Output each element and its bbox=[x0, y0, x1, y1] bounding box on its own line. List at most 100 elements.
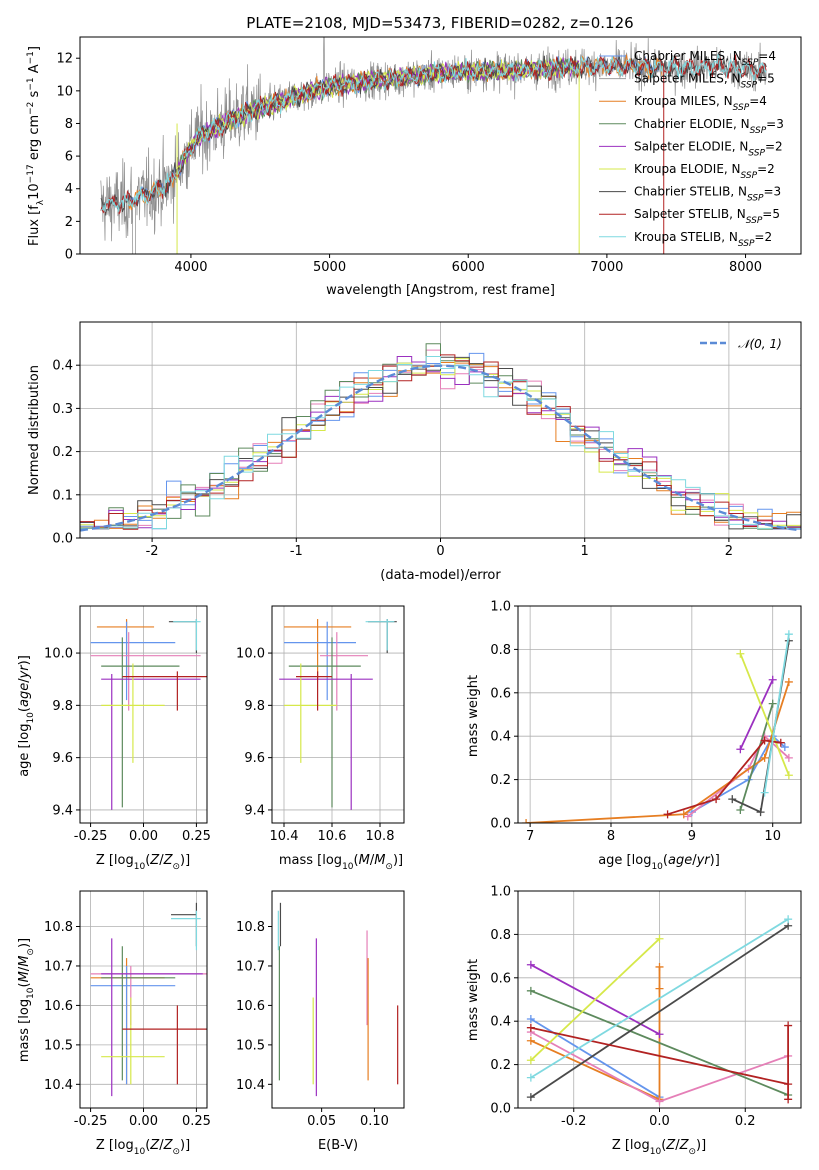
x-axis-label: wavelength [Angstrom, rest frame] bbox=[326, 283, 555, 298]
weight-marker-kroupa_miles bbox=[655, 984, 664, 993]
y-axis-label: mass [log10(M/M⊙)] bbox=[17, 938, 36, 1062]
y-tick-label: 10.0 bbox=[236, 647, 265, 662]
weight-marker-salpeter_miles_alt bbox=[655, 1097, 664, 1106]
x-tick-label: 9 bbox=[688, 829, 696, 844]
weight-marker-kroupa_miles bbox=[760, 753, 769, 762]
y-tick-label: 9.8 bbox=[52, 699, 73, 714]
weight-line-salpeter_elodie bbox=[739, 679, 774, 750]
legend-label: Chabrier MILES, NSSP=4 bbox=[634, 49, 776, 68]
histogram-kroupa_stelib bbox=[80, 356, 801, 530]
x-tick-label: 7000 bbox=[590, 260, 623, 275]
x-tick-label: 0.00 bbox=[129, 1114, 158, 1129]
legend-label: Kroupa STELIB, NSSP=2 bbox=[634, 230, 772, 249]
y-tick-label: 9.4 bbox=[52, 803, 73, 818]
y-tick-label: 0.2 bbox=[490, 773, 511, 788]
axes-age_vs_Z: -0.25 0.00 0.25 9.4 9.6 9.8 10.0 Z [log10(Z/Z⊙)… bbox=[17, 605, 211, 872]
weight-marker-kroupa_miles bbox=[655, 962, 664, 971]
y-tick-label: 0.3 bbox=[52, 402, 73, 417]
x-tick-label: 8 bbox=[607, 829, 615, 844]
y-tick-label: 0.4 bbox=[490, 730, 511, 745]
axes-spectrum: 4000 5000 6000 7000 8000 0 2 4 6 8 10 12 Chabrier MI… bbox=[26, 36, 802, 298]
y-tick-label: 0.6 bbox=[490, 686, 511, 701]
y-tick-label: 10.5 bbox=[236, 1038, 265, 1053]
legend-label: Chabrier ELODIE, NSSP=3 bbox=[634, 117, 784, 136]
weight-marker-salpeter_stelib bbox=[784, 1095, 793, 1104]
x-axis-label: age [log10(age/yr)] bbox=[598, 853, 720, 872]
y-tick-label: 0.8 bbox=[490, 928, 511, 943]
y-tick-label: 0.0 bbox=[52, 532, 73, 547]
x-tick-label: -2 bbox=[146, 544, 159, 559]
y-tick-label: 0.2 bbox=[490, 1058, 511, 1073]
plot-area bbox=[90, 902, 207, 1097]
x-tick-label: 4000 bbox=[174, 260, 207, 275]
x-axis-label: mass [log10(M/M⊙)] bbox=[279, 853, 403, 872]
weight-marker-kroupa_miles bbox=[784, 677, 793, 686]
weight-line-salpeter_stelib bbox=[530, 1025, 789, 1100]
weight-marker-chabrier_miles bbox=[526, 1015, 535, 1024]
weight-line-kroupa_stelib bbox=[763, 634, 790, 793]
weight-marker-kroupa_stelib bbox=[784, 915, 793, 924]
weight-marker-salpeter_miles_alt bbox=[683, 812, 692, 821]
y-tick-label: 0.1 bbox=[52, 488, 73, 503]
weight-marker-kroupa_elodie bbox=[784, 771, 793, 780]
weight-marker-salpeter_elodie bbox=[768, 675, 777, 684]
weight-line-chabrier_elodie bbox=[739, 703, 774, 811]
y-tick-label: 1.0 bbox=[490, 600, 511, 615]
plot-area bbox=[526, 915, 793, 1106]
x-tick-label: 1 bbox=[581, 544, 589, 559]
legend-label: Salpeter STELIB, NSSP=5 bbox=[634, 207, 780, 226]
weight-marker-chabrier_stelib bbox=[756, 808, 765, 817]
model-spectrum-kroupa_stelib bbox=[100, 53, 767, 213]
x-tick-label: -0.25 bbox=[74, 1114, 108, 1129]
y-tick-label: 9.6 bbox=[52, 751, 73, 766]
x-tick-label: 10 bbox=[764, 829, 781, 844]
axes-mass_vs_Z: -0.25 0.00 0.25 10.4 10.5 10.6 10.7 10.8 Z [log1… bbox=[17, 890, 211, 1157]
legend-label: 𝒩(0, 1) bbox=[738, 337, 782, 351]
weight-marker-salpeter_stelib bbox=[776, 738, 785, 747]
y-tick-label: 10.6 bbox=[236, 999, 265, 1014]
x-tick-label: -0.2 bbox=[561, 1114, 586, 1129]
weight-marker-salpeter_stelib bbox=[526, 1023, 535, 1032]
y-tick-label: 0.0 bbox=[490, 817, 511, 832]
y-tick-label: 10.0 bbox=[44, 647, 73, 662]
axes-frame bbox=[79, 36, 802, 255]
weight-marker-salpeter_stelib bbox=[712, 795, 721, 804]
weight-marker-chabrier_stelib bbox=[728, 795, 737, 804]
axes-frame bbox=[271, 605, 405, 824]
plot-area bbox=[80, 343, 801, 532]
weight-marker-kroupa_elodie bbox=[736, 649, 745, 658]
weight-line-kroupa_elodie bbox=[530, 938, 661, 1061]
y-tick-label: 6 bbox=[65, 150, 73, 165]
y-tick-label: 4 bbox=[65, 182, 73, 197]
weight-marker-chabrier_stelib bbox=[526, 1093, 535, 1102]
x-tick-label: -0.25 bbox=[74, 829, 108, 844]
y-tick-label: 0.6 bbox=[490, 971, 511, 986]
legend-label: Chabrier STELIB, NSSP=3 bbox=[634, 185, 781, 204]
weight-line-chabrier_elodie bbox=[530, 989, 789, 1096]
y-tick-label: 10.7 bbox=[236, 959, 265, 974]
x-tick-label: 0 bbox=[436, 544, 444, 559]
weight-marker-salpeter_elodie bbox=[526, 960, 535, 969]
x-tick-label: 0.25 bbox=[182, 829, 211, 844]
x-tick-label: 7 bbox=[526, 829, 534, 844]
model-spectrum-salpeter_stelib bbox=[100, 54, 767, 215]
x-axis-label: Z [log10(Z/Z⊙)] bbox=[96, 853, 190, 872]
legend-label: Salpeter MILES, NSSP=5 bbox=[634, 72, 775, 91]
y-tick-label: 9.8 bbox=[244, 699, 265, 714]
plot-area bbox=[522, 630, 793, 823]
weight-marker-chabrier_miles bbox=[780, 743, 789, 752]
axes-weight_vs_age: 7 8 9 10 0.0 0.2 0.4 0.6 0.8 1.0 age [log10(age/yr… bbox=[466, 600, 802, 872]
x-axis-label: Z [log10(Z/Z⊙)] bbox=[612, 1138, 706, 1157]
x-axis-label: (data-model)/error bbox=[380, 568, 501, 583]
weight-marker-kroupa_miles bbox=[679, 810, 688, 819]
legend-label: Salpeter ELODIE, NSSP=2 bbox=[634, 139, 783, 158]
y-tick-label: 2 bbox=[65, 215, 73, 230]
axes-residuals: -2 -1 0 1 2 0.0 0.1 0.2 0.3 0.4 𝒩(0, 1) (data-model… bbox=[27, 321, 802, 583]
weight-marker-salpeter_stelib bbox=[760, 736, 769, 745]
y-tick-label: 12 bbox=[56, 52, 73, 67]
x-tick-label: 0.10 bbox=[360, 1114, 389, 1129]
y-axis-label: mass weight bbox=[466, 675, 481, 757]
legend-label: Kroupa MILES, NSSP=4 bbox=[634, 94, 767, 113]
y-tick-label: 9.6 bbox=[244, 751, 265, 766]
